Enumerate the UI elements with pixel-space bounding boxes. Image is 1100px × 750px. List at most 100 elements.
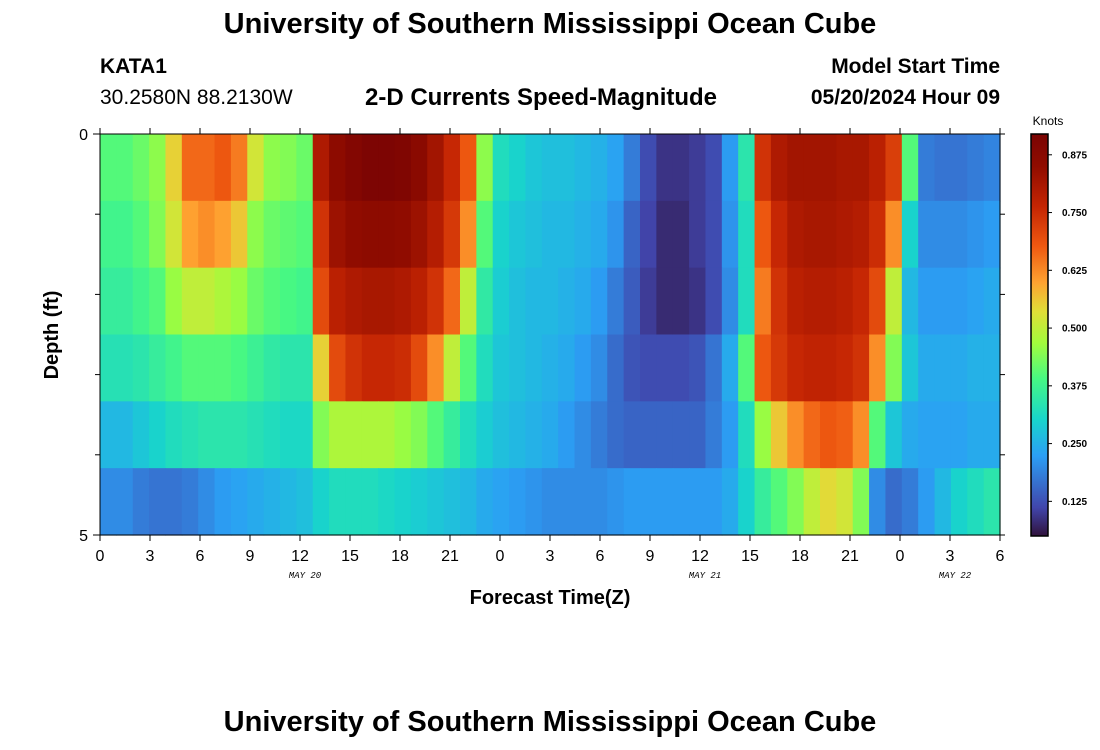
heatmap-cell: [345, 468, 363, 536]
heatmap-cell: [885, 334, 903, 402]
heatmap-cell: [574, 468, 592, 536]
heatmap-cell: [394, 468, 412, 536]
heatmap-cell: [525, 134, 543, 202]
heatmap-cell: [280, 267, 297, 336]
heatmap-cell: [721, 468, 739, 536]
heatmap-cell: [198, 334, 216, 402]
heatmap-cell: [361, 200, 379, 269]
heatmap-cell: [443, 267, 461, 336]
heatmap-cell: [476, 334, 494, 402]
heatmap-cell: [656, 200, 674, 269]
x-axis-label: Forecast Time(Z): [470, 587, 631, 609]
heatmap-cell: [705, 401, 723, 469]
heatmap-cell: [492, 401, 510, 469]
date-label: MAY 22: [939, 571, 972, 581]
heatmap-cell: [410, 334, 428, 402]
heatmap-cell: [509, 334, 527, 402]
heatmap-cell: [967, 334, 985, 402]
heatmap-cell: [492, 468, 510, 536]
heatmap-cell: [312, 134, 330, 202]
heatmap-cell: [181, 468, 199, 536]
heatmap-cell: [672, 134, 690, 202]
heatmap-cell: [263, 468, 281, 536]
heatmap-cell: [852, 267, 870, 336]
heatmap-cell: [263, 401, 281, 469]
heatmap-cell: [852, 401, 870, 469]
heatmap-cell: [329, 401, 347, 469]
heatmap-cell: [280, 200, 297, 269]
heatmap-cell: [770, 134, 788, 202]
heatmap-cell: [198, 401, 216, 469]
heatmap-cell: [443, 468, 461, 536]
heatmap-cell: [345, 200, 363, 269]
heatmap-cell: [803, 200, 821, 269]
heatmap-cell: [885, 267, 903, 336]
heatmap-cell: [689, 200, 707, 269]
model-start-value: 05/20/2024 Hour 09: [810, 86, 1000, 109]
heatmap-cell: [770, 401, 788, 469]
station-id: KATA1: [100, 55, 167, 78]
heatmap-cell: [558, 134, 576, 202]
x-tick-label: 6: [196, 548, 205, 565]
heatmap-cell: [770, 334, 788, 402]
heatmap-cell: [541, 401, 559, 469]
heatmap-cell: [787, 267, 805, 336]
heatmap-cell: [836, 468, 854, 536]
heatmap-cell: [803, 134, 821, 202]
heatmap-cell: [689, 134, 707, 202]
heatmap-cell: [820, 200, 837, 269]
heatmap-cell: [574, 200, 592, 269]
heatmap-cell: [100, 200, 117, 269]
heatmap-cell: [116, 134, 134, 202]
heatmap-cell: [492, 200, 510, 269]
heatmap-cell: [983, 134, 1001, 202]
heatmap-cell: [149, 334, 167, 402]
heatmap-cell: [705, 334, 723, 402]
heatmap-cell: [689, 334, 707, 402]
heatmap-cell: [869, 200, 887, 269]
heatmap-cell: [181, 401, 199, 469]
heatmap-cell: [492, 267, 510, 336]
heatmap-cell: [181, 267, 199, 336]
heatmap-cell: [754, 468, 772, 536]
heatmap-cell: [672, 334, 690, 402]
colorbar-ticks: 0.875 0.750 0.625 0.500 0.375 0.250 0.125: [1048, 150, 1087, 508]
heatmap-cell: [885, 401, 903, 469]
heatmap-cell: [983, 468, 1001, 536]
station-coordinates: 30.2580N 88.2130W: [100, 86, 293, 109]
heatmap-cell: [770, 200, 788, 269]
heatmap-cell: [525, 401, 543, 469]
heatmap-cell: [345, 334, 363, 402]
heatmap-cells: [100, 134, 1001, 536]
heatmap-cell: [181, 134, 199, 202]
heatmap-cell: [950, 134, 968, 202]
heatmap-cell: [689, 468, 707, 536]
heatmap-cell: [100, 334, 117, 402]
heatmap-cell: [983, 200, 1001, 269]
heatmap-cell: [836, 200, 854, 269]
heatmap-cell: [410, 134, 428, 202]
x-tick-label: 0: [96, 548, 105, 565]
heatmap-cell: [640, 267, 657, 336]
heatmap-cell: [885, 134, 903, 202]
heatmap-cell: [361, 468, 379, 536]
heatmap-cell: [132, 468, 150, 536]
x-tick-label: 6: [996, 548, 1005, 565]
x-tick-label: 12: [691, 548, 709, 565]
heatmap-cell: [214, 267, 232, 336]
y-tick-label: 0: [79, 127, 88, 144]
heatmap-cell: [149, 468, 167, 536]
heatmap-cell: [312, 267, 330, 336]
heatmap-cell: [100, 134, 117, 202]
x-tick-label: 0: [896, 548, 905, 565]
heatmap-cell: [378, 401, 396, 469]
heatmap-cell: [214, 468, 232, 536]
heatmap-cell: [820, 401, 837, 469]
heatmap-cell: [558, 267, 576, 336]
heatmap-cell: [869, 267, 887, 336]
heatmap-cell: [656, 401, 674, 469]
colorbar-unit-label: Knots: [1033, 114, 1064, 128]
heatmap-cell: [361, 334, 379, 402]
heatmap-cell: [116, 200, 134, 269]
